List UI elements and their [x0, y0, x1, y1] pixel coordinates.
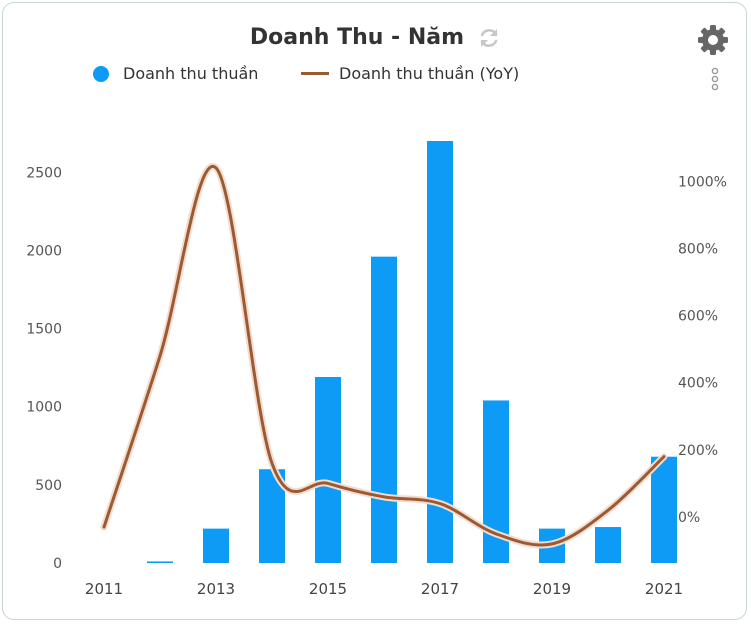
bar[interactable] — [203, 528, 229, 563]
yoy-line[interactable] — [102, 164, 666, 547]
x-tick-label: 2021 — [645, 580, 683, 598]
bar-series — [147, 141, 677, 563]
bar[interactable] — [147, 561, 173, 563]
right-tick-label: 400% — [678, 376, 718, 392]
bar[interactable] — [651, 456, 677, 563]
x-tick-label: 2013 — [197, 580, 235, 598]
right-tick-label: 1000% — [678, 174, 727, 190]
refresh-icon[interactable] — [477, 26, 501, 50]
legend-label-revenue: Doanh thu thuần — [123, 64, 259, 83]
bar[interactable] — [595, 527, 621, 563]
left-tick-label: 500 — [35, 478, 62, 494]
right-tick-label: 200% — [678, 443, 718, 459]
left-tick-label: 2000 — [26, 243, 62, 259]
right-tick-label: 0% — [678, 510, 700, 526]
left-tick-label: 1500 — [26, 322, 62, 338]
left-tick-label: 2500 — [26, 165, 62, 181]
bar[interactable] — [427, 141, 453, 563]
right-axis-ticks: 0% 200% 400% 600% 800% 1000% — [678, 174, 727, 526]
chart-title: Doanh Thu - Năm — [249, 25, 465, 50]
bar[interactable] — [371, 256, 397, 563]
legend-label-yoy: Doanh thu thuần (YoY) — [339, 64, 520, 83]
line-series — [100, 162, 668, 549]
right-tick-label: 800% — [678, 241, 718, 257]
gear-icon[interactable] — [696, 23, 730, 57]
legend-line-swatch — [301, 72, 329, 75]
x-tick-label: 2017 — [421, 580, 459, 598]
x-axis-ticks: 2011 2013 2015 2017 2019 2021 — [85, 580, 683, 598]
legend-item-yoy[interactable]: Doanh thu thuần (YoY) — [301, 63, 519, 83]
title-row: Doanh Thu - Năm — [3, 25, 748, 57]
left-tick-label: 0 — [53, 556, 62, 572]
right-tick-label: 600% — [678, 309, 718, 325]
legend-bar-swatch — [93, 65, 109, 82]
left-tick-label: 1000 — [26, 400, 62, 416]
left-axis-ticks: 0 500 1000 1500 2000 2500 — [26, 165, 62, 572]
x-tick-label: 2011 — [85, 580, 123, 598]
x-tick-label: 2019 — [533, 580, 571, 598]
more-vertical-icon[interactable] — [709, 67, 721, 95]
x-tick-label: 2015 — [309, 580, 347, 598]
bar[interactable] — [315, 377, 341, 563]
legend-item-revenue[interactable]: Doanh thu thuần — [93, 63, 258, 83]
